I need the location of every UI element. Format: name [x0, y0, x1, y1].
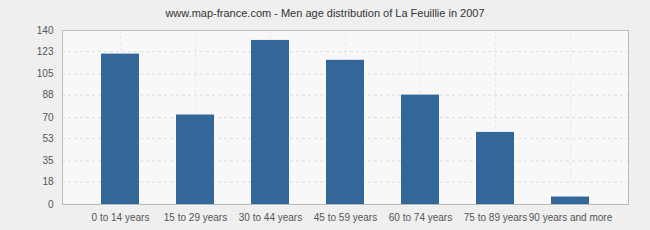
html-text:www.map-france.com - Men age d: www.map-france.com - Men age distributio… — [165, 7, 485, 19]
svg-text:105: 105 — [37, 68, 54, 79]
svg-text:75 to 89 years: 75 to 89 years — [464, 212, 527, 223]
svg-text:0 to 14 years: 0 to 14 years — [92, 212, 150, 223]
svg-text:60 to 74 years: 60 to 74 years — [389, 212, 452, 223]
svg-text:15 to 29 years: 15 to 29 years — [164, 212, 227, 223]
svg-text:88: 88 — [42, 89, 54, 100]
svg-text:140: 140 — [37, 25, 54, 36]
svg-text:70: 70 — [42, 112, 54, 123]
svg-text:53: 53 — [42, 133, 54, 144]
svg-text:30 to 44 years: 30 to 44 years — [239, 212, 302, 223]
svg-text:45 to 59 years: 45 to 59 years — [314, 212, 377, 223]
svg-text:0: 0 — [48, 199, 54, 210]
svg-text:123: 123 — [37, 46, 54, 57]
svg-text:18: 18 — [42, 176, 54, 187]
svg-text:35: 35 — [42, 155, 54, 166]
svg-text:90 years and more: 90 years and more — [529, 212, 613, 223]
